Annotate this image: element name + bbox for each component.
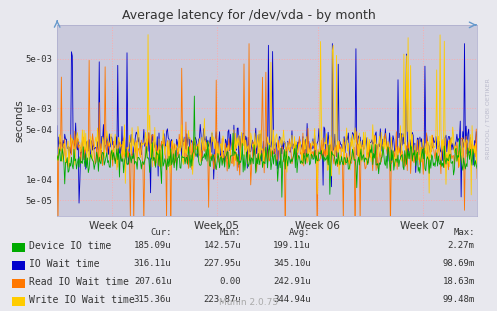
Text: Avg:: Avg: <box>289 228 311 237</box>
Text: 0.00: 0.00 <box>220 277 241 286</box>
Text: Munin 2.0.75: Munin 2.0.75 <box>219 298 278 307</box>
Text: Write IO Wait time: Write IO Wait time <box>29 295 135 305</box>
Text: Average latency for /dev/vda - by month: Average latency for /dev/vda - by month <box>122 9 375 22</box>
Text: 345.10u: 345.10u <box>273 259 311 268</box>
Text: 316.11u: 316.11u <box>134 259 171 268</box>
Text: 242.91u: 242.91u <box>273 277 311 286</box>
Text: 18.63m: 18.63m <box>442 277 475 286</box>
Text: 185.09u: 185.09u <box>134 241 171 250</box>
Text: 227.95u: 227.95u <box>203 259 241 268</box>
Text: 98.69m: 98.69m <box>442 259 475 268</box>
Text: Device IO time: Device IO time <box>29 241 111 251</box>
Text: Read IO Wait time: Read IO Wait time <box>29 277 129 287</box>
Text: Min:: Min: <box>220 228 241 237</box>
Text: 207.61u: 207.61u <box>134 277 171 286</box>
Text: 199.11u: 199.11u <box>273 241 311 250</box>
Text: 315.36u: 315.36u <box>134 295 171 304</box>
Text: 2.27m: 2.27m <box>448 241 475 250</box>
Text: 142.57u: 142.57u <box>203 241 241 250</box>
Text: RRDTOOL / TOBI OETIKER: RRDTOOL / TOBI OETIKER <box>486 78 491 159</box>
Text: Cur:: Cur: <box>150 228 171 237</box>
Text: 99.48m: 99.48m <box>442 295 475 304</box>
Text: IO Wait time: IO Wait time <box>29 259 99 269</box>
Y-axis label: seconds: seconds <box>14 99 24 142</box>
Text: 344.94u: 344.94u <box>273 295 311 304</box>
Text: Max:: Max: <box>453 228 475 237</box>
Text: 223.87u: 223.87u <box>203 295 241 304</box>
